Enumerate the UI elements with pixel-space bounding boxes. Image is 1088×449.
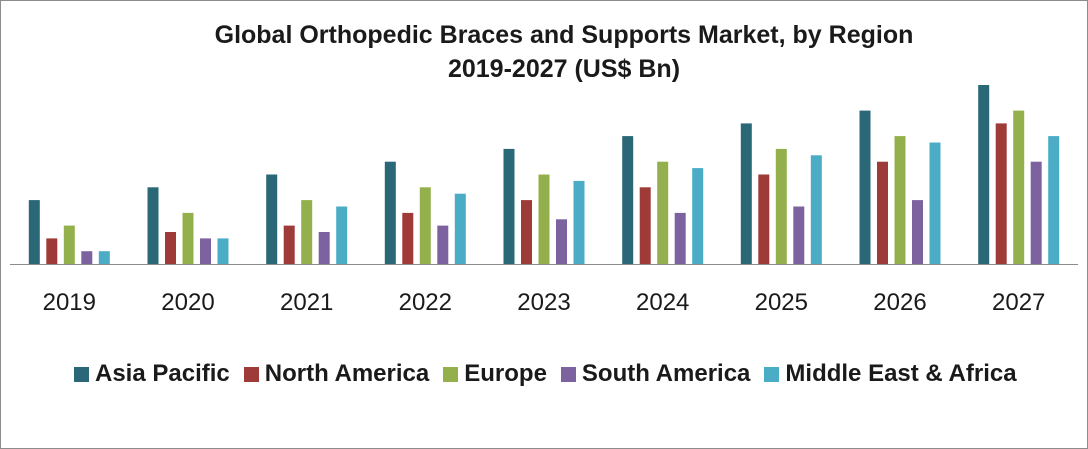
bar-2025-south-america <box>793 206 805 264</box>
x-tick-label: 2021 <box>280 289 333 316</box>
bar-2019-south-america <box>81 251 93 264</box>
bar-2027-south-america <box>1030 161 1042 264</box>
bar-2021-asia-pacific <box>266 174 278 264</box>
x-tick-label: 2019 <box>43 289 96 316</box>
bar-2027-middle-east-africa <box>1048 136 1060 264</box>
legend-label: North America <box>264 360 430 387</box>
bar-2019-north-america <box>46 238 58 264</box>
bar-2027-europe <box>1013 110 1025 264</box>
x-tick-label: 2027 <box>992 289 1045 316</box>
legend-item-asia-pacific: Asia Pacific <box>74 360 230 388</box>
legend-item-south-america: South America <box>560 360 751 388</box>
bar-2019-middle-east-africa <box>98 251 110 264</box>
legend-swatch <box>764 366 780 382</box>
bar-2023-north-america <box>521 200 532 264</box>
bar-2026-north-america <box>877 161 888 264</box>
x-tick-label: 2025 <box>755 289 808 316</box>
bar-2027-asia-pacific <box>978 85 990 264</box>
bar-2025-north-america <box>758 174 770 264</box>
bar-2022-asia-pacific <box>384 161 396 264</box>
bar-2026-middle-east-africa <box>929 142 941 264</box>
bar-2024-asia-pacific <box>622 136 634 264</box>
bar-2020-europe <box>182 212 194 264</box>
legend-label: South America <box>581 360 751 387</box>
chart-title: Global Orthopedic Braces and Supports Ma… <box>214 21 914 49</box>
bar-2022-middle-east-africa <box>454 193 466 264</box>
bar-2021-north-america <box>283 225 295 264</box>
bar-2019-asia-pacific <box>28 200 40 264</box>
legend-swatch <box>74 366 89 382</box>
bar-2024-south-america <box>674 212 686 264</box>
bar-2026-south-america <box>912 200 923 264</box>
bar-2020-middle-east-africa <box>217 238 229 264</box>
bar-2021-middle-east-africa <box>336 206 348 264</box>
bars-group <box>28 85 1060 265</box>
bar-2019-europe <box>63 225 75 264</box>
bar-2024-north-america <box>639 187 651 264</box>
bar-2023-asia-pacific <box>503 148 515 264</box>
chart-title-block: Global Orthopedic Braces and Supports Ma… <box>0 18 1088 86</box>
x-tick-label: 2023 <box>517 289 570 316</box>
x-tick-label: 2024 <box>636 289 689 316</box>
x-tick-labels: 2019 2020 2021 2022 2023 2024 2025 2026 2027 <box>43 289 1046 316</box>
bar-2025-middle-east-africa <box>810 155 822 264</box>
legend: Asia Pacific North America Europe South Ame… <box>74 360 1031 388</box>
chart-subtitle: 2019-2027 (US$ Bn) <box>447 55 681 83</box>
bar-2024-europe <box>657 161 669 264</box>
legend-label: Asia Pacific <box>95 360 230 387</box>
bar-2020-south-america <box>200 238 211 264</box>
bar-2020-asia-pacific <box>147 187 159 264</box>
legend-label: Europe <box>464 360 547 387</box>
bar-2026-asia-pacific <box>859 110 871 264</box>
bar-2022-north-america <box>402 212 414 264</box>
bar-2024-middle-east-africa <box>692 168 704 264</box>
bar-2022-europe <box>419 187 431 264</box>
bar-2021-europe <box>301 200 313 264</box>
bar-2022-south-america <box>437 225 449 264</box>
bar-2020-north-america <box>165 232 176 264</box>
legend-swatch <box>560 366 576 382</box>
x-tick-label: 2020 <box>161 289 214 316</box>
bar-2023-south-america <box>556 219 567 265</box>
bar-2026-europe <box>894 136 906 264</box>
legend-swatch <box>443 366 459 382</box>
legend-label: Middle East & Africa <box>785 360 1017 387</box>
bar-2027-north-america <box>995 123 1007 265</box>
x-tick-label: 2026 <box>873 289 926 316</box>
bar-2025-asia-pacific <box>740 123 752 265</box>
bar-2023-europe <box>538 174 550 264</box>
legend-swatch <box>243 366 259 382</box>
bar-2023-middle-east-africa <box>573 180 585 264</box>
legend-item-europe: Europe <box>443 360 547 388</box>
bar-2021-south-america <box>318 232 330 264</box>
legend-item-north-america: North America <box>243 360 430 388</box>
x-tick-label: 2022 <box>399 289 452 316</box>
legend-item-middle-east-africa: Middle East & Africa <box>764 360 1017 388</box>
bar-2025-europe <box>775 148 787 264</box>
